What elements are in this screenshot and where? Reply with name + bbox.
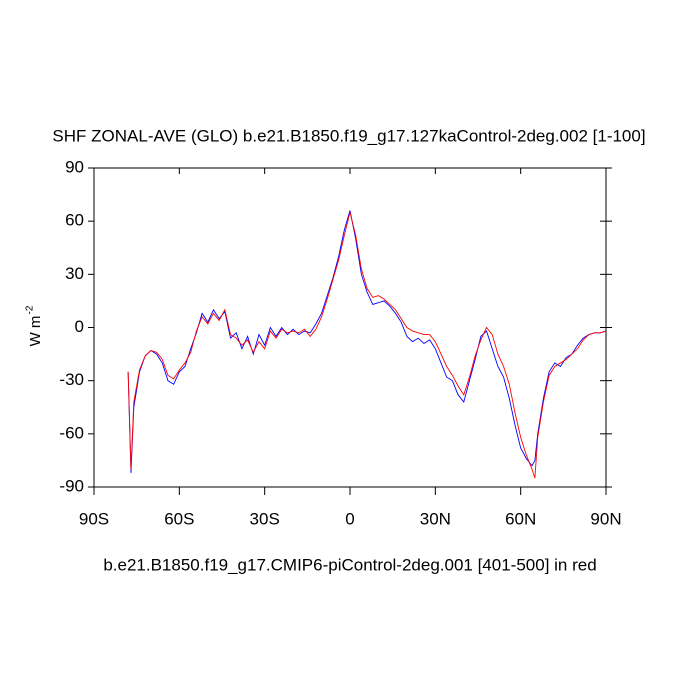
x-tick-label: 30N (420, 509, 451, 528)
plot-frame (93, 167, 607, 488)
series-line (127, 212, 607, 479)
chart-title: SHF ZONAL-AVE (GLO) b.e21.B1850.f19_g17.… (52, 126, 645, 145)
x-tick-label: 90N (590, 509, 621, 528)
y-tick-label: -90 (59, 476, 84, 495)
y-tick-label: 60 (65, 211, 84, 230)
y-tick-label: 30 (65, 264, 84, 283)
x-tick-label: 90S (79, 509, 109, 528)
y-tick-label: -60 (59, 423, 84, 442)
x-tick-label: 60S (164, 509, 194, 528)
x-tick-label: 0 (345, 509, 354, 528)
y-tick-label: 90 (65, 157, 84, 176)
x-axis-label: b.e21.B1850.f19_g17.CMIP6-piControl-2deg… (103, 555, 596, 574)
y-axis-label-superscript: -2 (25, 305, 36, 314)
y-tick-label: 0 (75, 317, 84, 336)
y-tick-label: -30 (59, 370, 84, 389)
y-axis-label: W m -2 (25, 305, 44, 346)
x-tick-label: 30S (250, 509, 280, 528)
x-tick-label: 60N (505, 509, 536, 528)
series-line (127, 210, 607, 473)
y-axis-label-text: W m (27, 316, 44, 347)
